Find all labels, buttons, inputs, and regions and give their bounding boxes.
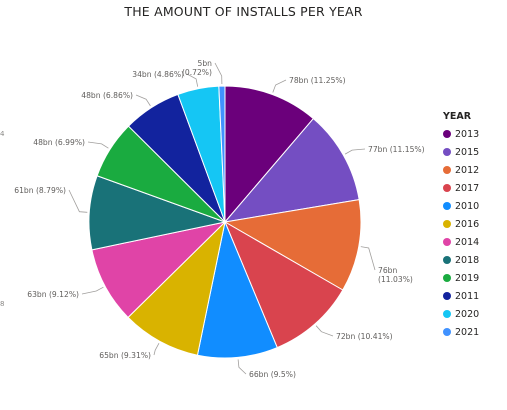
legend-label: 2019	[455, 272, 480, 284]
legend-item-2013[interactable]: 2013	[443, 125, 479, 143]
pie-slice-2016[interactable]	[127, 220, 226, 356]
pie-slice-2010[interactable]	[196, 220, 278, 359]
pie-slice-2012[interactable]	[223, 199, 362, 291]
leader-line-2017	[315, 325, 334, 337]
data-label-2017: 72bn (10.41%)	[336, 332, 393, 341]
legend-item-2015[interactable]: 2015	[443, 143, 479, 161]
chart-title: THE AMOUNT OF INSTALLS PER YEAR	[124, 4, 363, 19]
data-label-2021: 5bn (0.72%)	[182, 59, 212, 77]
legend-dot-icon	[443, 238, 451, 246]
legend-title: YEAR	[443, 111, 472, 122]
legend-dot-icon	[443, 220, 451, 228]
data-label-2018: 61bn (8.79%)	[14, 186, 66, 195]
pie-slice-2015[interactable]	[223, 117, 360, 223]
legend-label: 2013	[455, 128, 480, 140]
legend-item-2017[interactable]: 2017	[443, 179, 479, 197]
data-label-2020: 34bn (4.86%)	[132, 70, 184, 79]
data-label-2016: 65bn (9.31%)	[99, 351, 151, 360]
pie-slice-2021[interactable]	[218, 85, 226, 223]
legend-dot-icon	[443, 202, 451, 210]
leader-line-2013	[272, 79, 287, 93]
leader-line-2015	[344, 148, 366, 155]
leader-line-2021	[214, 62, 223, 85]
data-label-2019: 48bn (6.99%)	[33, 138, 85, 147]
leader-line-2010	[237, 359, 247, 375]
leader-line-2011	[135, 94, 151, 107]
data-label-2013: 78bn (11.25%)	[289, 76, 346, 85]
legend-item-2016[interactable]: 2016	[443, 215, 479, 233]
legend-label: 2017	[455, 182, 480, 194]
legend-label: 2016	[455, 218, 480, 230]
data-label-2012: 76bn (11.03%)	[378, 266, 413, 284]
leader-line-2016	[153, 343, 160, 356]
legend-dot-icon	[443, 166, 451, 174]
legend-item-2019[interactable]: 2019	[443, 269, 479, 287]
legend-item-2021[interactable]: 2021	[443, 323, 479, 341]
legend-dot-icon	[443, 328, 451, 336]
legend-label: 2015	[455, 146, 480, 158]
leader-line-2012	[360, 246, 376, 271]
legend-dot-icon	[443, 310, 451, 318]
pie-slice-2017[interactable]	[223, 220, 344, 349]
leader-line-2014	[81, 286, 104, 295]
legend-label: 2014	[455, 236, 480, 248]
legend-label: 2010	[455, 200, 480, 212]
legend-dot-icon	[443, 274, 451, 282]
legend-label: 2012	[455, 164, 480, 176]
leader-line-2020	[186, 73, 199, 87]
legend-label: 2021	[455, 326, 480, 338]
data-label-2010: 66bn (9.5%)	[249, 370, 296, 379]
legend-label: 2011	[455, 290, 480, 302]
legend-item-2020[interactable]: 2020	[443, 305, 479, 323]
leader-line-2018	[68, 189, 88, 213]
legend-item-2010[interactable]: 2010	[443, 197, 479, 215]
legend-dot-icon	[443, 256, 451, 264]
legend-label: 2020	[455, 308, 480, 320]
data-label-2014: 63bn (9.12%)	[27, 290, 79, 299]
leader-line-2019	[87, 141, 109, 149]
legend-label: 2018	[455, 254, 480, 266]
data-label-2015: 77bn (11.15%)	[368, 145, 425, 154]
data-label-2011: 48bn (6.86%)	[81, 91, 133, 100]
legend: YEAR 2013 2015 2012 2017 2010 2016 2014 2018 201…	[443, 111, 479, 341]
legend-item-2014[interactable]: 2014	[443, 233, 479, 251]
legend-dot-icon	[443, 184, 451, 192]
legend-dot-icon	[443, 292, 451, 300]
legend-dot-icon	[443, 148, 451, 156]
legend-item-2018[interactable]: 2018	[443, 251, 479, 269]
edge-mark-1: 4	[0, 130, 5, 138]
edge-mark-2: 8	[0, 300, 5, 308]
legend-dot-icon	[443, 130, 451, 138]
pie-slice-2013[interactable]	[224, 85, 315, 224]
legend-item-2012[interactable]: 2012	[443, 161, 479, 179]
legend-item-2011[interactable]: 2011	[443, 287, 479, 305]
